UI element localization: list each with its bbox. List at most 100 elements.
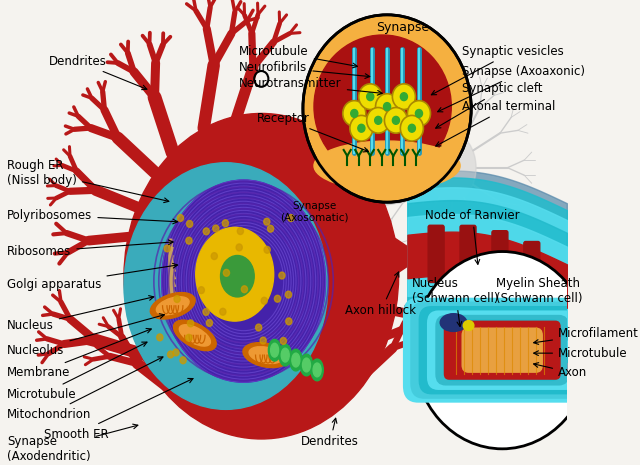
Ellipse shape (314, 35, 451, 178)
FancyBboxPatch shape (419, 306, 586, 394)
Circle shape (186, 334, 192, 341)
FancyBboxPatch shape (524, 241, 540, 299)
Circle shape (206, 319, 212, 326)
Text: Golgi apparatus: Golgi apparatus (7, 263, 178, 291)
Text: Nucleus: Nucleus (7, 296, 154, 332)
Text: Neurotransmitter: Neurotransmitter (239, 77, 382, 95)
Circle shape (367, 93, 374, 100)
Text: Mitochondrion: Mitochondrion (7, 357, 163, 421)
Circle shape (212, 225, 219, 232)
Circle shape (376, 94, 399, 120)
Circle shape (188, 320, 194, 327)
FancyBboxPatch shape (492, 231, 508, 288)
Circle shape (264, 246, 270, 253)
Ellipse shape (271, 343, 278, 357)
Ellipse shape (124, 113, 399, 439)
Ellipse shape (150, 292, 195, 319)
Ellipse shape (221, 255, 254, 297)
Text: Smooth ER: Smooth ER (44, 379, 193, 440)
Text: Polyribosomes: Polyribosomes (7, 208, 177, 224)
Circle shape (383, 103, 390, 111)
Circle shape (173, 349, 179, 356)
Text: Rough ER
(Nissl body): Rough ER (Nissl body) (7, 159, 169, 203)
Text: Axon: Axon (534, 363, 588, 379)
Circle shape (241, 286, 248, 292)
Circle shape (408, 100, 431, 126)
Circle shape (168, 351, 173, 358)
FancyBboxPatch shape (444, 320, 561, 380)
Ellipse shape (179, 325, 211, 346)
Text: Nucleolus: Nucleolus (7, 314, 164, 357)
Circle shape (279, 272, 285, 279)
Text: Synapse
(Axosomatic): Synapse (Axosomatic) (280, 201, 349, 223)
Circle shape (164, 245, 170, 252)
Text: Synapse (Axoaxonic): Synapse (Axoaxonic) (438, 65, 586, 112)
Circle shape (222, 220, 228, 226)
Text: Neurofibrils: Neurofibrils (239, 60, 370, 79)
Text: Microtubule: Microtubule (239, 45, 357, 68)
Text: Dendrites: Dendrites (49, 55, 147, 90)
Circle shape (415, 109, 422, 117)
Circle shape (408, 124, 415, 132)
Circle shape (204, 228, 209, 235)
FancyBboxPatch shape (427, 311, 577, 390)
FancyBboxPatch shape (460, 226, 476, 283)
Text: Synapse
(Axodendritic): Synapse (Axodendritic) (7, 424, 138, 463)
Circle shape (220, 308, 226, 315)
Ellipse shape (249, 347, 282, 364)
Circle shape (198, 287, 204, 293)
FancyBboxPatch shape (452, 324, 552, 377)
Polygon shape (244, 182, 363, 291)
FancyBboxPatch shape (461, 327, 543, 373)
Circle shape (275, 295, 280, 302)
Circle shape (268, 225, 274, 232)
Text: Dendrites: Dendrites (301, 418, 359, 448)
Circle shape (260, 337, 266, 344)
Ellipse shape (268, 339, 281, 361)
Circle shape (351, 109, 358, 117)
Circle shape (392, 84, 415, 109)
Circle shape (186, 237, 192, 244)
Ellipse shape (156, 297, 189, 315)
Polygon shape (301, 163, 346, 207)
Circle shape (359, 84, 381, 109)
Circle shape (374, 116, 381, 124)
Ellipse shape (281, 348, 289, 362)
Circle shape (285, 291, 292, 298)
Circle shape (211, 252, 218, 259)
Circle shape (186, 220, 193, 227)
Circle shape (223, 269, 230, 276)
FancyBboxPatch shape (435, 315, 569, 385)
Circle shape (288, 214, 294, 221)
Circle shape (285, 318, 292, 325)
Ellipse shape (314, 141, 460, 190)
Text: Synapse: Synapse (376, 21, 429, 34)
Text: Myelin Sheath
(Schwann cell): Myelin Sheath (Schwann cell) (496, 277, 582, 305)
Circle shape (255, 324, 262, 331)
Ellipse shape (300, 354, 313, 376)
Ellipse shape (303, 358, 310, 372)
Circle shape (236, 244, 243, 251)
Circle shape (358, 124, 365, 132)
Circle shape (343, 100, 366, 126)
Text: Node of Ranvier: Node of Ranvier (425, 208, 520, 264)
Text: Axon hillock: Axon hillock (346, 272, 417, 317)
Text: Microtubule: Microtubule (534, 346, 628, 359)
Circle shape (174, 296, 180, 303)
Circle shape (392, 116, 399, 124)
Ellipse shape (279, 344, 291, 366)
Circle shape (385, 107, 408, 133)
Circle shape (180, 357, 186, 364)
Circle shape (413, 252, 591, 449)
Ellipse shape (428, 133, 476, 202)
Circle shape (401, 115, 424, 141)
Ellipse shape (313, 363, 321, 377)
Text: Synaptic vesicles: Synaptic vesicles (431, 45, 564, 95)
Text: Microtubule: Microtubule (7, 342, 147, 401)
Text: Receptor: Receptor (257, 112, 368, 152)
Circle shape (237, 228, 243, 234)
Text: Nucleus
(Schwann cell): Nucleus (Schwann cell) (412, 277, 499, 326)
Ellipse shape (292, 353, 300, 367)
Ellipse shape (196, 227, 274, 321)
Text: Axonal terminal: Axonal terminal (436, 100, 556, 146)
